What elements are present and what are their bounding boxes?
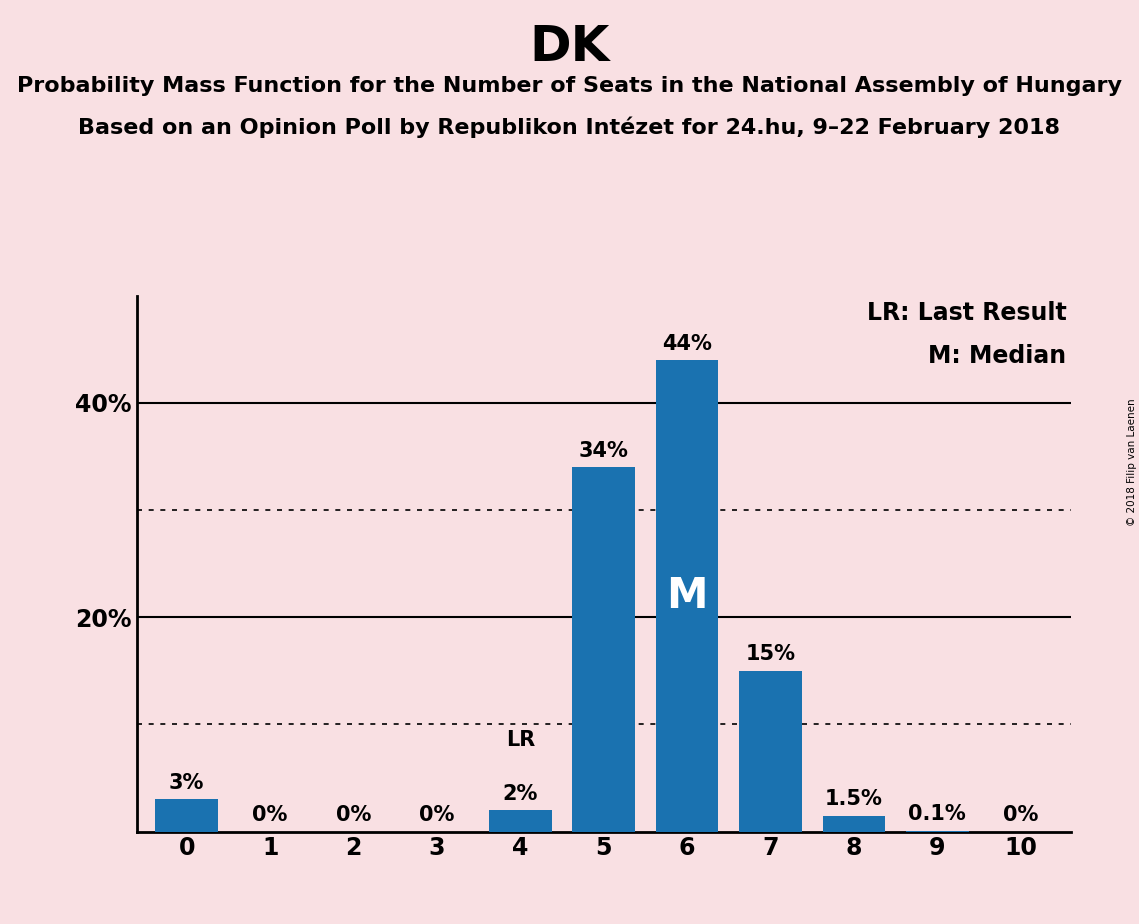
Text: LR: LR [506,730,535,750]
Text: LR: Last Result: LR: Last Result [867,301,1066,325]
Bar [739,671,802,832]
Text: DK: DK [530,23,609,71]
Text: Based on an Opinion Poll by Republikon Intézet for 24.hu, 9–22 February 2018: Based on an Opinion Poll by Republikon I… [79,116,1060,138]
Bar [656,360,719,832]
Bar [489,810,551,832]
Text: 0%: 0% [336,805,371,825]
Text: M: Median: M: Median [928,344,1066,368]
Text: Probability Mass Function for the Number of Seats in the National Assembly of Hu: Probability Mass Function for the Number… [17,76,1122,96]
Text: 1.5%: 1.5% [825,789,883,809]
Text: 0.1%: 0.1% [909,804,966,824]
Bar [573,468,634,832]
Text: © 2018 Filip van Laenen: © 2018 Filip van Laenen [1126,398,1137,526]
Text: 15%: 15% [745,644,795,664]
Text: 2%: 2% [502,784,538,804]
Bar [155,799,218,832]
Text: 44%: 44% [662,334,712,354]
Bar [822,816,885,832]
Text: 34%: 34% [579,441,629,461]
Text: M: M [666,575,707,617]
Text: 0%: 0% [1003,805,1039,825]
Bar [906,831,968,832]
Text: 0%: 0% [253,805,288,825]
Text: 0%: 0% [419,805,454,825]
Text: 3%: 3% [169,773,204,793]
